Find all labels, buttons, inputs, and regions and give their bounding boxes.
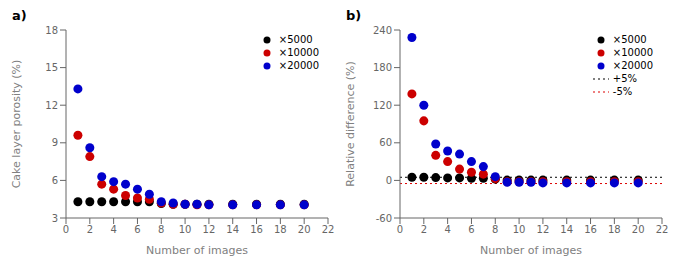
svg-text:10: 10 (513, 224, 526, 235)
svg-text:22: 22 (322, 224, 335, 235)
svg-text:18: 18 (274, 224, 287, 235)
svg-text:60: 60 (379, 137, 392, 148)
svg-text:Relative difference (%): Relative difference (%) (344, 61, 357, 187)
html-text:×5000: ×5000 (612, 34, 647, 45)
svg-text:10: 10 (179, 224, 192, 235)
svg-text:Number of images: Number of images (146, 244, 248, 257)
svg-text:6: 6 (468, 224, 474, 235)
svg-text:16: 16 (250, 224, 263, 235)
svg-text:16: 16 (584, 224, 597, 235)
svg-text:20: 20 (632, 224, 645, 235)
svg-text:14: 14 (560, 224, 573, 235)
svg-text:-60: -60 (376, 213, 392, 224)
svg-text:Number of images: Number of images (480, 244, 582, 257)
svg-text:4: 4 (110, 224, 116, 235)
svg-text:120: 120 (373, 100, 392, 111)
html-text:×10000: ×10000 (612, 47, 653, 58)
svg-text:2: 2 (87, 224, 93, 235)
html-text:×5000: ×5000 (278, 34, 313, 45)
svg-text:12: 12 (45, 100, 58, 111)
svg-text:14: 14 (226, 224, 239, 235)
svg-text:4: 4 (444, 224, 450, 235)
svg-text:6: 6 (52, 175, 58, 186)
svg-text:0: 0 (397, 224, 403, 235)
svg-text:0: 0 (386, 175, 392, 186)
svg-text:180: 180 (373, 62, 392, 73)
svg-text:3: 3 (52, 213, 58, 224)
svg-text:0: 0 (63, 224, 69, 235)
svg-text:22: 22 (656, 224, 669, 235)
html-text:-5%: -5% (612, 86, 633, 97)
html-text:×10000: ×10000 (278, 47, 319, 58)
svg-text:240: 240 (373, 25, 392, 36)
html-text:+5%: +5% (612, 73, 637, 84)
svg-text:20: 20 (298, 224, 311, 235)
svg-text:12: 12 (537, 224, 550, 235)
svg-text:15: 15 (45, 62, 58, 73)
svg-text:2: 2 (421, 224, 427, 235)
html-text:a): a) (12, 8, 27, 23)
html-text:×20000: ×20000 (612, 60, 653, 71)
svg-text:8: 8 (492, 224, 498, 235)
svg-text:Cake layer porosity (%): Cake layer porosity (%) (10, 60, 23, 189)
html-text:b): b) (346, 8, 362, 23)
svg-text:9: 9 (52, 137, 58, 148)
svg-text:18: 18 (45, 25, 58, 36)
svg-text:6: 6 (134, 224, 140, 235)
svg-text:8: 8 (158, 224, 164, 235)
html-text:×20000: ×20000 (278, 60, 319, 71)
svg-text:12: 12 (203, 224, 216, 235)
svg-text:18: 18 (608, 224, 621, 235)
